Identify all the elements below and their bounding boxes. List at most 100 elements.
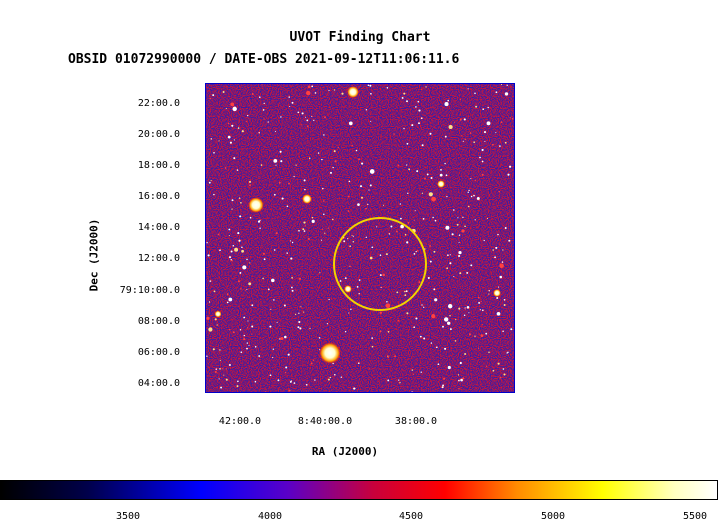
star [287,353,290,356]
star [233,139,235,141]
star [470,195,473,198]
y-tick-label: 22:00.0 [137,98,180,109]
star [314,92,317,94]
star [340,376,342,378]
star [231,199,234,202]
star [502,330,504,333]
star [307,85,311,89]
star [415,250,417,253]
star [371,246,374,249]
star [254,346,257,348]
star [394,355,397,358]
star [430,177,433,179]
star [254,380,257,383]
star [415,106,417,108]
star [453,121,456,123]
star [291,241,294,244]
y-tick-label: 16:00.0 [137,191,180,202]
star [444,135,447,138]
star [386,87,389,89]
star [290,257,293,260]
star [446,267,449,270]
star [356,286,359,288]
star [420,371,422,373]
y-tick-label: 06:00.0 [137,347,180,358]
star [327,227,330,229]
star [466,306,470,309]
star [239,329,242,331]
star [499,275,503,279]
star [358,158,361,161]
star [449,314,451,317]
star [421,304,423,306]
star [311,116,313,117]
bright-star [302,194,312,204]
star [225,378,228,381]
colorbar-tick-label: 5000 [540,511,566,522]
star [498,286,500,288]
star [481,309,484,312]
star [279,324,281,326]
star [352,241,355,243]
star [328,298,330,301]
star [306,119,309,122]
star [243,338,246,341]
star [230,259,232,261]
star [457,374,460,376]
star [280,336,284,341]
star [397,320,400,322]
star [227,135,231,139]
star [434,298,438,302]
star [473,194,475,197]
star [467,88,469,90]
star [474,219,476,221]
star [227,122,230,125]
star [495,91,498,94]
star [495,132,497,134]
star [474,92,476,95]
star [390,225,393,228]
star [433,288,436,291]
star [288,96,290,98]
star [357,203,360,206]
target-circle [333,217,427,311]
star [309,327,311,330]
star [453,276,455,277]
star [500,121,503,123]
star [474,335,476,337]
star [382,204,385,206]
star [408,168,411,171]
star [504,227,507,229]
star [295,164,297,166]
star [280,116,282,118]
star [248,345,250,347]
star [504,92,509,96]
star [388,233,391,235]
star [423,337,426,340]
star [228,256,232,259]
star [430,342,433,344]
star [456,223,459,226]
star [421,144,424,147]
bright-star [214,310,222,318]
star [503,304,506,306]
star [482,108,485,111]
bright-star [347,86,359,98]
star [224,167,227,169]
star [466,271,469,274]
star [414,210,416,212]
bright-star [344,285,352,293]
star [462,216,464,219]
star [319,272,321,274]
star [444,347,447,350]
star [426,173,429,176]
star [478,199,480,201]
star [318,337,321,339]
star [483,239,485,242]
star [246,327,249,329]
star [499,376,502,379]
star [241,249,244,253]
star [232,106,237,112]
star [348,180,351,183]
star [379,311,382,314]
